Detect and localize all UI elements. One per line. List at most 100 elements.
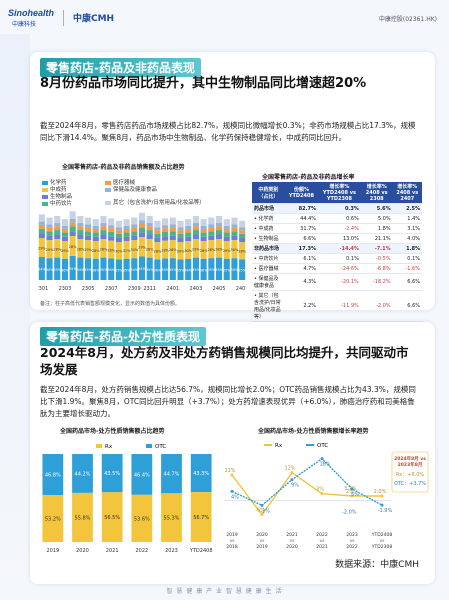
bar-segment — [131, 231, 138, 236]
bar-segment — [162, 258, 169, 280]
point-label: -2% — [260, 508, 270, 514]
bar-label-chem: 34% — [76, 268, 84, 272]
bar-segment — [177, 230, 184, 234]
bar-segment — [69, 211, 76, 219]
x-tick-label-base: 2019 — [256, 544, 268, 550]
bar-segment — [231, 231, 238, 236]
x-tick-label: 2022 — [135, 548, 148, 554]
x-tick-label: 2403 — [190, 286, 203, 292]
bar-segment — [38, 228, 45, 234]
bar-label-chem: 35% — [238, 269, 246, 273]
bar-label-chem: 35% — [69, 267, 77, 271]
legend-rx: Rx — [275, 443, 283, 449]
table-cell: 2.2% — [284, 290, 319, 322]
bar-segment — [231, 227, 238, 232]
bar-segment — [208, 231, 215, 236]
x-tick-label-sub: vs — [379, 539, 385, 544]
bar-label-chem: 35% — [223, 268, 231, 272]
bar-label-tcm: 28% — [100, 247, 108, 251]
line-point — [350, 494, 354, 498]
bar-label-chem: 36% — [92, 268, 100, 272]
bar-segment — [146, 216, 153, 224]
x-tick-label-base: 2021 — [316, 544, 328, 550]
point-label-extra: 3.7% — [344, 486, 357, 492]
bar-segment — [131, 235, 138, 241]
bar-segment — [215, 216, 223, 224]
bar-segment — [123, 225, 130, 229]
line-rx — [231, 471, 382, 516]
bar-segment — [38, 238, 45, 258]
bar-segment — [162, 236, 169, 241]
bar-segment — [239, 242, 246, 260]
table-header-cell: 增长率% 2408 vs 2308 — [360, 182, 393, 204]
section-paragraph-1: 截至2024年8月，零售药店药品市场规模占比82.7%，规模同比微幅增长0.3%… — [40, 121, 416, 142]
bar-label-chem: 36% — [200, 268, 208, 272]
table-cell: 6.6% — [392, 273, 422, 291]
point-label: -6% — [255, 508, 265, 514]
legend-rx-swatch — [264, 444, 272, 446]
bar-segment — [192, 216, 199, 224]
label-rx: 56.5% — [104, 515, 120, 521]
bar-label-tcm: 29% — [223, 249, 231, 253]
point-label: 5% — [351, 492, 359, 498]
x-tick-label: 2405 — [213, 286, 226, 292]
bar-label-chem: 35% — [177, 269, 185, 273]
legend-item: 生物制品 — [42, 192, 72, 200]
bar-segment — [54, 216, 61, 224]
x-tick-label: 2307 — [105, 286, 118, 292]
brand-logo-sub: 中康科技 — [12, 21, 37, 28]
bar-segment — [131, 240, 138, 259]
bar-segment — [200, 219, 207, 226]
page-footer: 智 慧 健 康 产 业 智 慧 健 康 生 活 — [166, 588, 283, 595]
table-cell: -2.4% — [318, 223, 361, 234]
table-header-cell: 中药类别（占比） — [252, 182, 285, 204]
bar-rx — [161, 493, 182, 542]
bar-segment — [154, 233, 161, 238]
bar-label-tcm: 28% — [69, 245, 77, 249]
bar-segment — [54, 257, 61, 280]
bar-segment — [115, 237, 122, 243]
x-tick-label: 2023 — [165, 548, 178, 554]
bar-segment — [154, 230, 161, 234]
bar-segment — [231, 235, 238, 241]
bar-segment — [100, 216, 107, 224]
x-tick-label: 2303 — [59, 286, 72, 292]
bar-label-tcm: 28% — [76, 247, 84, 251]
bar-segment — [100, 257, 107, 280]
bar-label-tcm: 28% — [169, 248, 177, 252]
cmh-logo: 中康CMH — [73, 14, 115, 24]
bar-segment — [138, 223, 146, 228]
legend-item: 其它（包含洗护/日常用品/化妆品等） — [105, 198, 205, 206]
row-label: • 生物制品 — [252, 233, 285, 244]
bar-rx — [42, 495, 64, 542]
bar-segment — [85, 224, 92, 228]
legend-item: 化学药 — [42, 178, 67, 186]
bar-label-tcm: 28% — [53, 247, 61, 251]
bar-segment — [177, 242, 184, 260]
bar-segment — [85, 217, 92, 225]
x-tick-label: 2311 — [143, 286, 156, 292]
header-bar: Sinohealth 中康科技 中康CMH 中康控股(02361.HK) — [0, 0, 449, 34]
bar-label-chem: 35% — [207, 268, 215, 272]
bar-label-tcm: 29% — [46, 248, 54, 252]
bar-label-tcm: 28% — [161, 249, 169, 253]
x-tick-label: 2023 — [346, 532, 358, 538]
bar-segment — [162, 228, 169, 232]
bar-segment — [215, 257, 223, 280]
bar-rx — [190, 492, 212, 542]
bar-segment — [223, 225, 230, 229]
line-point — [260, 503, 264, 507]
bar-rx — [131, 494, 153, 542]
line-point — [320, 457, 324, 461]
bar-segment — [115, 230, 122, 234]
bar-segment — [169, 217, 176, 225]
bar-segment — [123, 236, 130, 242]
table-cell: 0.1% — [392, 253, 422, 264]
bar-segment — [46, 235, 53, 241]
bar-segment — [208, 217, 215, 225]
bar-label-chem: 35% — [84, 268, 92, 272]
bar-segment — [208, 227, 215, 232]
x-tick-label: 2019 — [46, 548, 59, 554]
bar-rx — [101, 492, 123, 542]
bar-label-tcm: 30% — [177, 250, 185, 254]
